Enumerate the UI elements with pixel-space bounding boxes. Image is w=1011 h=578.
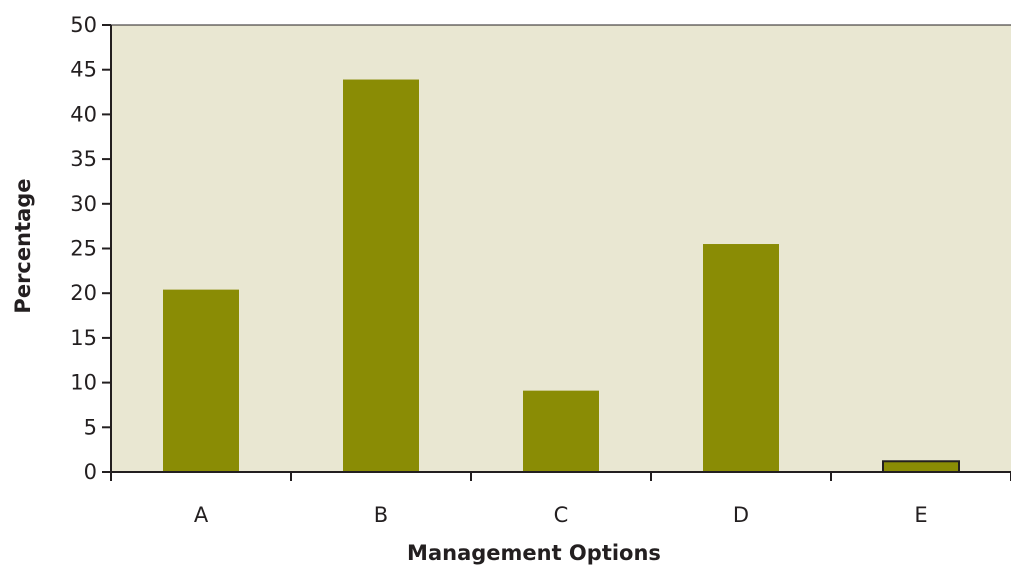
x-tick-label: D	[733, 503, 749, 527]
x-tick-label: C	[554, 503, 569, 527]
bar-a	[163, 289, 239, 472]
bar-d	[703, 244, 779, 472]
bars-group	[163, 79, 960, 474]
bar-b	[343, 79, 419, 472]
y-tick-label: 15	[70, 326, 97, 350]
bar-e	[882, 460, 960, 474]
x-tick-label: A	[194, 503, 209, 527]
y-tick-label: 45	[70, 58, 97, 82]
y-tick-label: 10	[70, 371, 97, 395]
y-tick-label: 5	[84, 415, 97, 439]
x-ticks-group: A B C D E	[110, 472, 1011, 527]
y-tick-label: 40	[70, 102, 97, 126]
y-tick-label: 30	[70, 192, 97, 216]
y-tick-label: 20	[70, 281, 97, 305]
x-axis-title: Management Options	[407, 541, 661, 565]
x-tick-label: B	[374, 503, 388, 527]
y-tick-label: 35	[70, 147, 97, 171]
y-tick-label: 50	[70, 13, 97, 37]
y-tick-label: 25	[70, 237, 97, 261]
x-tick-label: E	[914, 503, 927, 527]
y-axis-title: Percentage	[11, 178, 35, 313]
y-ticks-group: 0 5 10 15 20 25 30 35 40 45 50	[70, 13, 111, 484]
bar-c	[523, 390, 599, 472]
y-tick-label: 0	[84, 460, 97, 484]
